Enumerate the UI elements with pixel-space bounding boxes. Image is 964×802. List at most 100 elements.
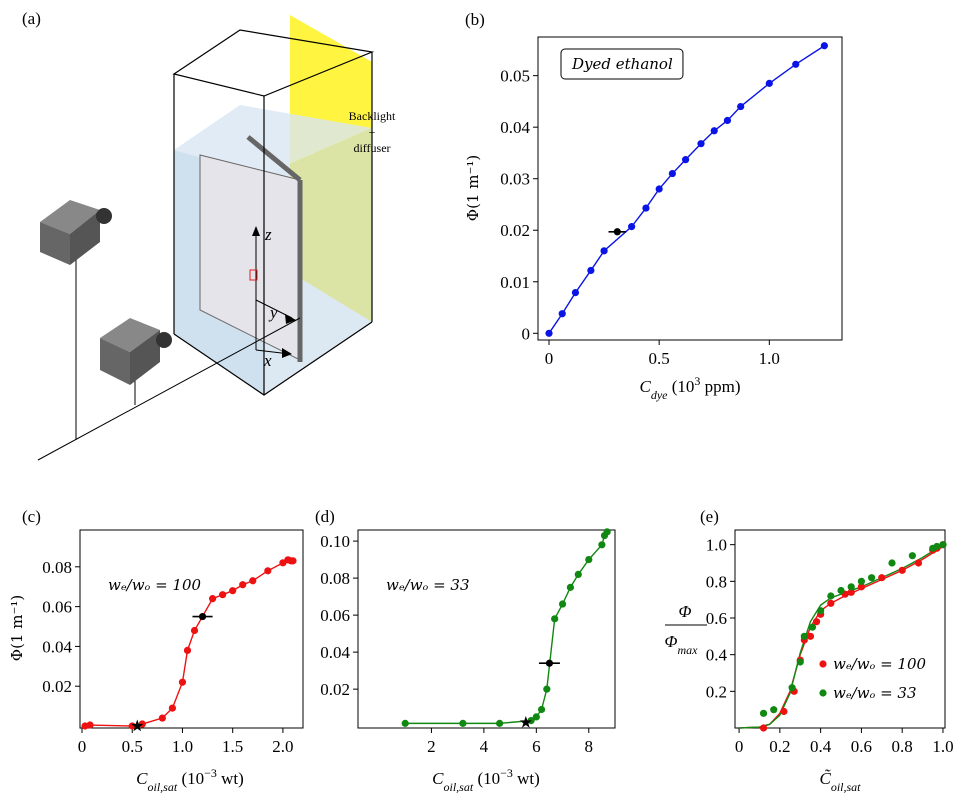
- data-point: [820, 42, 828, 50]
- star-point: [131, 719, 144, 732]
- x-tick-label: 6: [532, 737, 541, 756]
- y-tick-label: 0: [522, 324, 531, 343]
- x-tick-label: 0: [545, 349, 554, 368]
- annotation: wₑ/wₒ = 33: [386, 576, 470, 594]
- data-point: [537, 705, 546, 714]
- data-point: [168, 704, 177, 712]
- x-tick-label: 1.0: [172, 737, 193, 756]
- liquid-top: [174, 105, 372, 175]
- fit-line: [739, 544, 944, 729]
- data-point: [808, 623, 817, 631]
- data-point: [190, 626, 199, 635]
- data-point: [574, 570, 582, 579]
- data-point: [566, 583, 575, 591]
- y-axis-label: Φ(1 m⁻¹): [464, 155, 482, 221]
- label-part: C: [432, 769, 444, 788]
- y-tick-label: 0.06: [42, 598, 72, 617]
- x-axis-label: C̃oil,sat: [819, 769, 861, 794]
- x-tick-label: 1.5: [222, 737, 243, 756]
- data-point: [770, 706, 778, 714]
- camera: [100, 318, 172, 385]
- data-point: [806, 632, 815, 640]
- label-part: oil,sat: [148, 780, 178, 794]
- plate-edge: [246, 135, 302, 182]
- y-label-numerator: Φ: [679, 602, 692, 621]
- x-axis-label: Coil,sat (10−3 wt): [432, 766, 540, 794]
- data-point: [655, 185, 663, 193]
- data-point: [908, 552, 916, 560]
- legend-marker: [819, 689, 827, 697]
- data-point: [264, 567, 272, 575]
- label-part: dye: [651, 388, 668, 402]
- data-point: [571, 288, 580, 297]
- label-part: (10: [667, 377, 694, 396]
- data-point: [558, 310, 566, 318]
- panel-label: (d): [315, 507, 335, 526]
- y-tick-label: 0.8: [706, 572, 727, 591]
- axis-name: x: [263, 351, 272, 370]
- data-point: [837, 586, 845, 595]
- x-tick-label: 1.0: [932, 737, 953, 756]
- y-tick-label: 0.10: [320, 532, 350, 551]
- data-point: [765, 79, 773, 87]
- data-point: [868, 574, 876, 582]
- x-tick-label: 8: [585, 737, 594, 756]
- y-label-denominator: Φmax: [665, 632, 699, 657]
- y-axis-label: Φ(1 m⁻¹): [8, 595, 26, 661]
- x-axis: [255, 349, 291, 355]
- data-point: [249, 577, 257, 585]
- x-tick-label: 4: [480, 737, 489, 756]
- stand: [37, 258, 301, 461]
- data-point: [551, 615, 559, 623]
- data-point: [792, 60, 800, 68]
- y-tick-label: 0.01: [500, 273, 530, 292]
- label-part: oil,sat: [444, 780, 474, 794]
- data-point: [545, 329, 553, 337]
- x-tick-label: 0: [78, 737, 87, 756]
- data-point: [939, 541, 947, 549]
- data-point: [229, 587, 237, 595]
- data-point: [401, 719, 409, 727]
- data-point: [827, 599, 835, 607]
- highlight-point: [198, 612, 207, 621]
- plot-frame: [537, 36, 843, 341]
- camera: [40, 200, 112, 265]
- label-part: max: [677, 643, 698, 657]
- legend-label: wₑ/wₒ = 100: [833, 655, 927, 673]
- legend-label: wₑ/wₒ = 33: [833, 684, 917, 702]
- x-tick-label: 0.5: [649, 349, 670, 368]
- data-point: [857, 583, 866, 591]
- data-point: [289, 557, 297, 565]
- data-point: [796, 658, 804, 666]
- data-point: [710, 127, 718, 135]
- x-axis-label: Cdye (103 ppm): [639, 374, 740, 402]
- fit-line: [405, 531, 608, 725]
- fit-line: [548, 45, 825, 334]
- data-point: [219, 591, 227, 599]
- data-point: [587, 266, 595, 275]
- data-point: [800, 632, 808, 640]
- data-point: [603, 528, 611, 536]
- data-point: [681, 156, 690, 164]
- label-part: (10: [177, 769, 204, 788]
- highlight-point: [613, 228, 621, 236]
- data-point: [914, 559, 923, 567]
- data-point: [183, 646, 192, 654]
- legend-marker: [819, 660, 827, 668]
- data-point: [628, 223, 636, 231]
- panel-label: (e): [700, 507, 719, 526]
- label-part: C̃: [819, 769, 831, 788]
- backlight-label: Backlight: [349, 109, 396, 123]
- arrow: [285, 314, 296, 324]
- data-point: [239, 581, 247, 589]
- data-point: [898, 566, 906, 574]
- data-point: [759, 724, 768, 732]
- panel-label: (a): [22, 9, 41, 28]
- data-point: [737, 102, 745, 111]
- data-point: [598, 541, 606, 549]
- data-point: [857, 577, 866, 585]
- label-part: Φ: [665, 632, 678, 651]
- data-point: [888, 559, 896, 567]
- label-part: C: [639, 377, 651, 396]
